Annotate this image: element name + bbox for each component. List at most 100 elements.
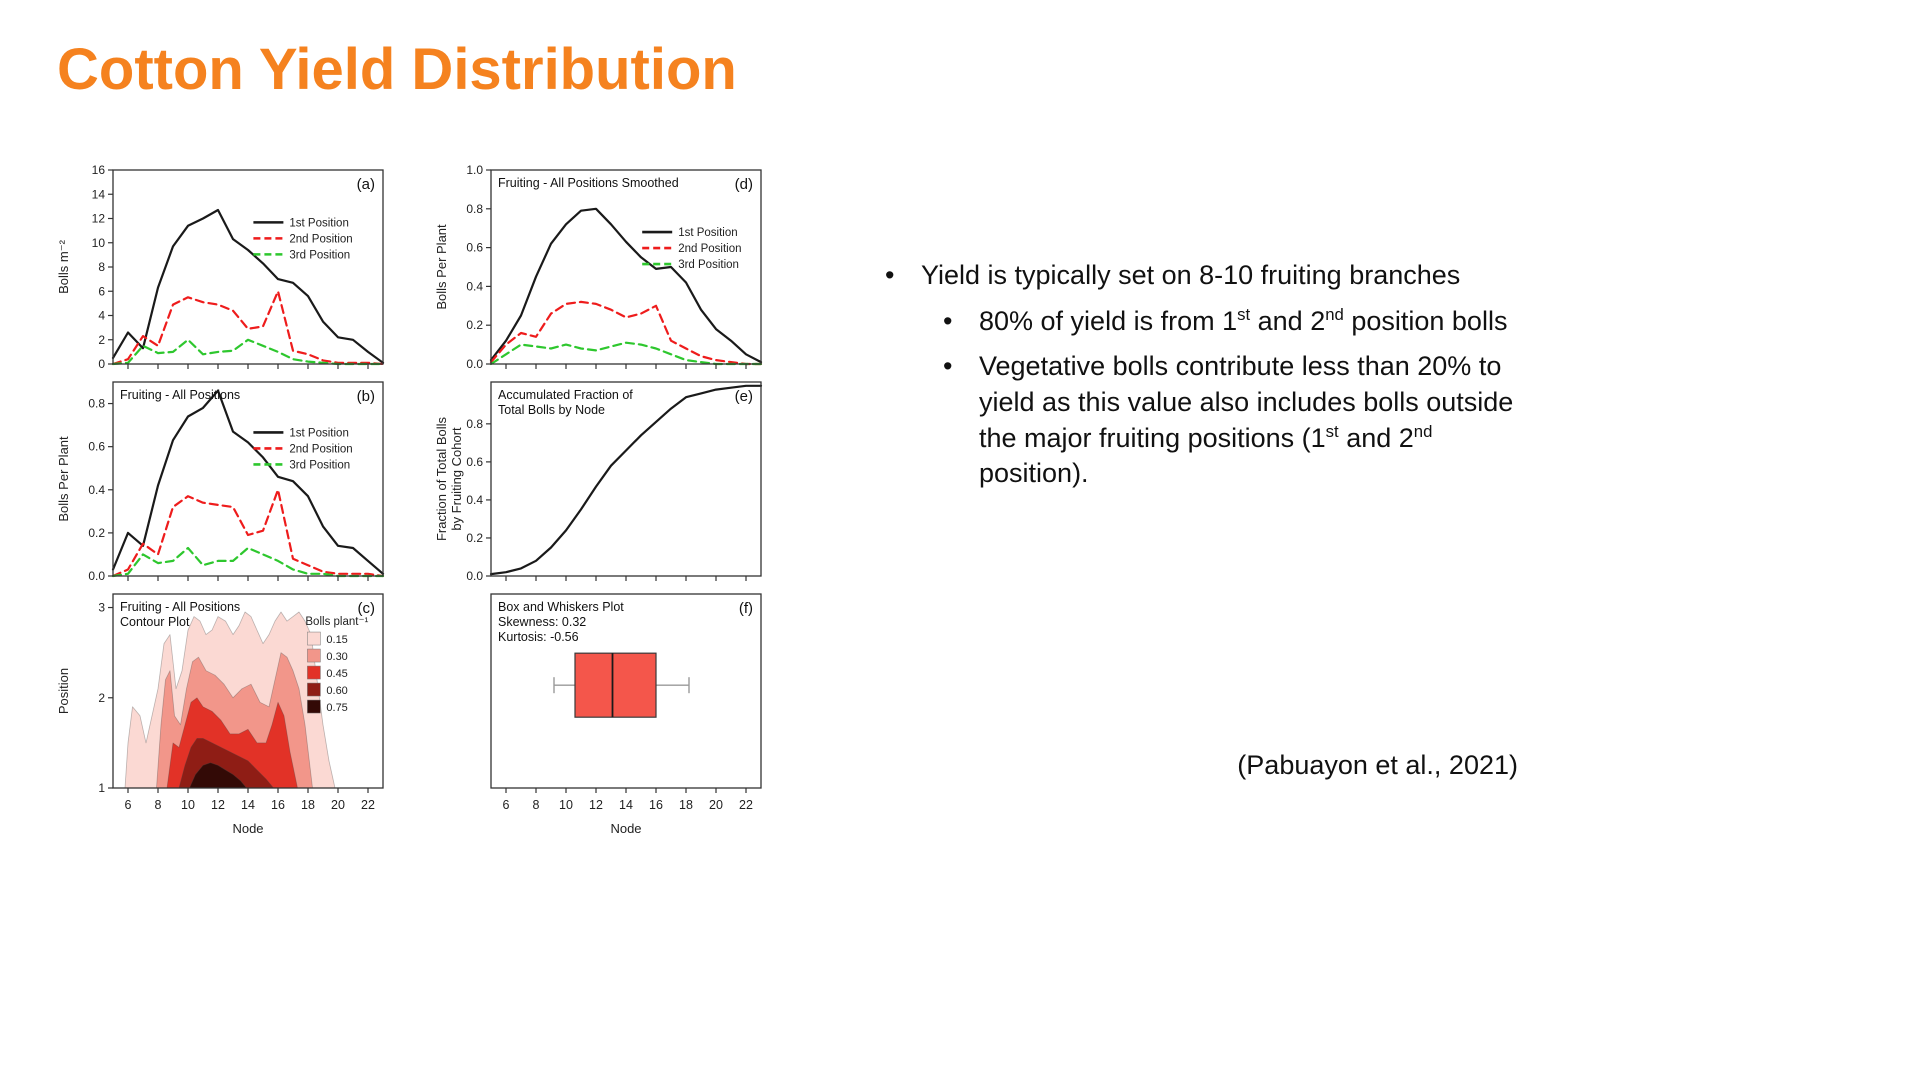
svg-text:0.4: 0.4 [88,483,105,497]
svg-text:0.8: 0.8 [466,417,483,431]
series-line [489,207,763,364]
svg-text:0.15: 0.15 [326,634,347,646]
bullet-item: • Yield is typically set on 8-10 fruiting… [885,258,1525,294]
svg-text:0.60: 0.60 [326,685,347,697]
svg-text:Kurtosis: -0.56: Kurtosis: -0.56 [498,630,579,644]
svg-text:(b): (b) [357,388,375,405]
svg-text:8: 8 [155,798,162,812]
svg-text:(c): (c) [358,600,376,617]
svg-text:2nd Position: 2nd Position [678,243,741,255]
charts-column-left: 0 2 4 6 8 10 12 14 16 Bolls m⁻² (a) 1st Position 2nd… [55,162,395,842]
svg-text:0.4: 0.4 [466,279,483,293]
svg-text:Bolls plant⁻¹: Bolls plant⁻¹ [305,616,368,628]
charts-grid: 0 2 4 6 8 10 12 14 16 Bolls m⁻² (a) 1st Position 2nd… [55,162,773,842]
svg-text:3: 3 [98,601,105,615]
bullet-marker: • [885,260,895,290]
svg-text:Fruiting - All Positions Smoot: Fruiting - All Positions Smoothed [498,176,679,190]
svg-text:3rd Position: 3rd Position [678,259,739,271]
svg-text:2: 2 [98,333,105,347]
svg-text:22: 22 [361,798,375,812]
svg-text:0.0: 0.0 [466,569,483,583]
svg-text:1st Position: 1st Position [289,217,348,229]
svg-text:16: 16 [92,163,106,177]
bullet-marker: • [943,351,953,382]
bullet-text: Vegetative bolls contribute less than 20… [979,351,1514,489]
series-line [111,290,385,366]
svg-text:12: 12 [211,798,225,812]
chart-panel-d: 0.0 0.2 0.4 0.6 0.8 1.0 Bolls Per Plant Fruitin… [434,163,763,371]
svg-text:(e): (e) [735,388,753,405]
svg-text:10: 10 [181,798,195,812]
svg-text:20: 20 [331,798,345,812]
bullet-text: 80% of yield is from 1st and 2nd positio… [979,304,1508,336]
svg-text:0.2: 0.2 [466,318,483,332]
bullet-item: • 80% of yield is from 1st and 2nd positi… [943,304,1525,340]
svg-text:22: 22 [739,798,753,812]
svg-text:Node: Node [610,821,641,836]
svg-text:0.8: 0.8 [88,397,105,411]
svg-text:by Fruiting Cohort: by Fruiting Cohort [449,427,464,531]
svg-text:14: 14 [92,187,106,201]
series-line [111,208,385,364]
bullet-item: • Vegetative bolls contribute less than 2… [943,349,1525,492]
svg-text:Total Bolls by Node: Total Bolls by Node [498,403,605,417]
svg-text:1st Position: 1st Position [678,227,737,239]
bullet-text: Yield is typically set on 8-10 fruiting … [921,260,1461,290]
svg-text:18: 18 [301,798,315,812]
svg-text:Accumulated Fraction of: Accumulated Fraction of [498,388,633,402]
svg-text:Contour Plot: Contour Plot [120,615,190,629]
svg-text:Bolls Per Plant: Bolls Per Plant [56,436,71,522]
svg-text:8: 8 [98,260,105,274]
svg-text:Fruiting - All Positions: Fruiting - All Positions [120,600,240,614]
svg-text:Position: Position [56,668,71,714]
svg-text:0.2: 0.2 [88,526,105,540]
chart-panel-b: 0.0 0.2 0.4 0.6 0.8 Bolls Per Plant Fruiting -… [56,381,385,583]
svg-text:16: 16 [271,798,285,812]
svg-text:0.45: 0.45 [326,668,347,680]
bullet-list: • Yield is typically set on 8-10 fruiting… [885,258,1525,492]
bullet-marker: • [943,305,953,336]
svg-text:0.75: 0.75 [326,702,347,714]
svg-text:Skewness: 0.32: Skewness: 0.32 [498,615,586,629]
contour-level [189,762,247,789]
series-line [111,488,385,578]
series-line [489,384,763,576]
svg-text:1st Position: 1st Position [289,427,348,439]
svg-text:0.0: 0.0 [466,357,483,371]
svg-text:4: 4 [98,309,105,323]
svg-text:Fraction of Total Bolls: Fraction of Total Bolls [434,416,449,541]
svg-text:14: 14 [619,798,633,812]
svg-text:Node: Node [232,821,263,836]
svg-text:(f): (f) [739,600,753,617]
svg-text:Fruiting - All Positions: Fruiting - All Positions [120,388,240,402]
svg-text:0.0: 0.0 [88,569,105,583]
svg-text:14: 14 [241,798,255,812]
svg-text:2: 2 [98,691,105,705]
svg-text:0.2: 0.2 [466,531,483,545]
svg-text:3rd Position: 3rd Position [289,459,350,471]
svg-text:8: 8 [533,798,540,812]
svg-text:0.4: 0.4 [466,493,483,507]
chart-panel-e: 0.0 0.2 0.4 0.6 0.8 Fraction of Total Bolls by… [434,381,763,583]
svg-text:10: 10 [559,798,573,812]
svg-text:Box and Whiskers Plot: Box and Whiskers Plot [498,600,624,614]
svg-text:6: 6 [98,284,105,298]
svg-text:0.6: 0.6 [466,455,483,469]
svg-text:6: 6 [125,798,132,812]
svg-text:2nd Position: 2nd Position [289,233,352,245]
svg-text:0: 0 [98,357,105,371]
svg-text:Bolls Per Plant: Bolls Per Plant [434,224,449,310]
svg-text:0.6: 0.6 [466,241,483,255]
svg-text:20: 20 [709,798,723,812]
svg-text:(d): (d) [735,176,753,193]
series-line [111,389,385,575]
svg-text:1.0: 1.0 [466,163,483,177]
svg-text:3rd Position: 3rd Position [289,249,350,261]
svg-text:0.30: 0.30 [326,651,347,663]
series-line [489,300,763,366]
svg-text:0.8: 0.8 [466,202,483,216]
svg-text:Bolls m⁻²: Bolls m⁻² [56,239,71,293]
svg-text:6: 6 [503,798,510,812]
